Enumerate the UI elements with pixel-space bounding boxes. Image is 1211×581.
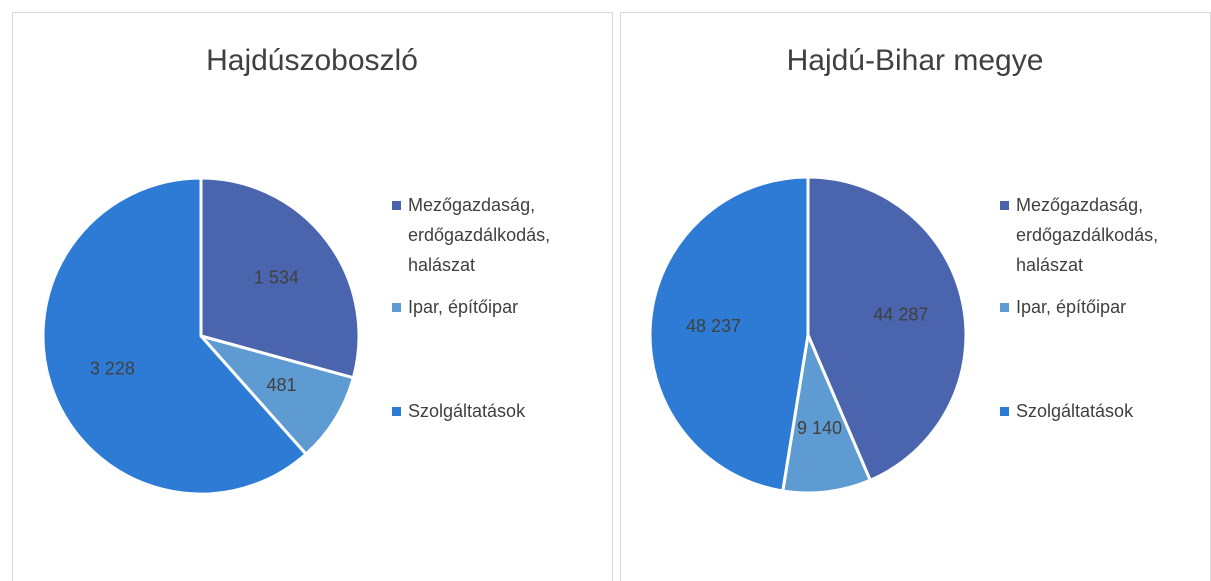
legend-swatch bbox=[1000, 303, 1009, 312]
legend-item: Mezőgazdaság, erdőgazdálkodás, halászat bbox=[1000, 190, 1211, 280]
pie-slice bbox=[196, 333, 356, 457]
pie-slice bbox=[41, 176, 309, 496]
legend-label: Szolgáltatások bbox=[408, 401, 526, 421]
legend-label: Mezőgazdaság, erdőgazdálkodás, halászat bbox=[1016, 195, 1159, 275]
data-label: 44 287 bbox=[873, 305, 928, 325]
legend-swatch bbox=[1000, 201, 1009, 210]
panel bbox=[12, 12, 613, 581]
legend-label: Mezőgazdaság, erdőgazdálkodás, halászat bbox=[408, 195, 551, 275]
legend-swatch bbox=[392, 407, 401, 416]
chart-title: Hajdú-Bihar megye bbox=[787, 44, 1044, 77]
data-label: 481 bbox=[267, 375, 297, 395]
legend-swatch bbox=[392, 303, 401, 312]
data-label: 1 534 bbox=[254, 267, 299, 287]
legend-label: Ipar, építőipar bbox=[1016, 297, 1127, 317]
pie-slice bbox=[199, 176, 361, 380]
legend-item: Szolgáltatások bbox=[392, 396, 608, 426]
legend-label: Ipar, építőipar bbox=[408, 297, 519, 317]
pie-slice bbox=[806, 175, 968, 483]
legend-item: Ipar, építőipar bbox=[1000, 292, 1211, 322]
data-label: 3 228 bbox=[90, 358, 135, 378]
pie-slice bbox=[648, 175, 810, 493]
legend-item: Mezőgazdaság, erdőgazdálkodás, halászat bbox=[392, 190, 608, 280]
chart-title: Hajdúszoboszló bbox=[206, 44, 418, 77]
legend-item: Szolgáltatások bbox=[1000, 396, 1211, 426]
pie-slice bbox=[781, 329, 873, 495]
data-label: 48 237 bbox=[686, 316, 741, 336]
legend-item: Ipar, építőipar bbox=[392, 292, 608, 322]
legend-swatch bbox=[392, 201, 401, 210]
legend-swatch bbox=[1000, 407, 1009, 416]
legend-label: Szolgáltatások bbox=[1016, 401, 1134, 421]
data-label: 9 140 bbox=[797, 418, 842, 438]
